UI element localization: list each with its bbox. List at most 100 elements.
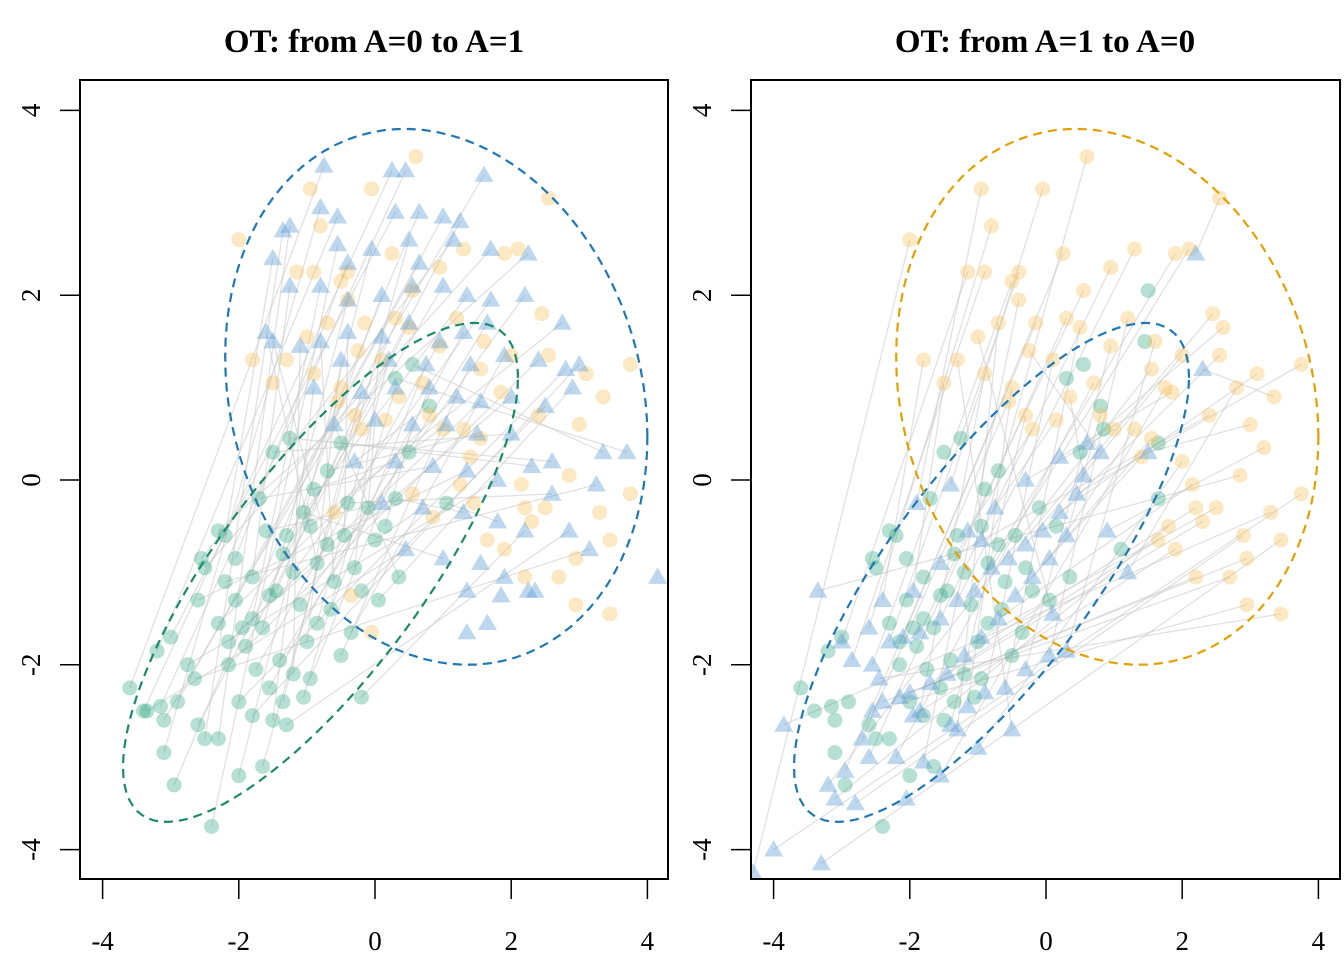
point-triangle <box>402 415 422 432</box>
point-circle <box>456 421 472 437</box>
point-circle <box>915 352 931 368</box>
point-triangle <box>947 719 967 737</box>
transport-arrow <box>956 322 999 730</box>
point-circle <box>244 352 260 368</box>
transport-arrow <box>446 502 498 523</box>
transport-arrow <box>1059 391 1173 458</box>
transport-arrow <box>176 216 444 703</box>
point-circle <box>1232 467 1248 483</box>
point-triangle <box>399 313 419 330</box>
point-triangle <box>419 378 439 395</box>
point-circle <box>898 551 914 567</box>
point-circle <box>295 504 311 520</box>
point-circle <box>217 527 233 543</box>
transport-arrow <box>316 359 390 624</box>
transport-arrow <box>912 548 1176 717</box>
point-circle <box>973 671 989 687</box>
transport-arrow <box>851 271 986 661</box>
point-circle <box>265 444 281 460</box>
point-circle <box>541 347 557 363</box>
point-circle <box>1164 384 1180 400</box>
point-triangle <box>273 221 293 238</box>
point-triangle <box>1193 359 1213 376</box>
point-triangle <box>471 553 491 570</box>
point-triangle <box>528 350 548 367</box>
point-circle <box>309 615 325 631</box>
point-circle <box>122 680 138 696</box>
transport-arrow <box>327 433 478 472</box>
transport-arrow <box>272 433 512 453</box>
point-triangle <box>1005 586 1025 603</box>
point-circle <box>353 689 369 705</box>
point-triangle <box>515 285 535 303</box>
point-triangle <box>988 609 1008 626</box>
x-tick-label: -4 <box>91 926 114 956</box>
point-triangle <box>1002 719 1022 737</box>
point-triangle <box>862 701 882 718</box>
point-triangle <box>910 701 930 718</box>
transport-arrow <box>1106 447 1265 532</box>
point-circle <box>387 490 403 506</box>
point-triangle <box>958 696 978 714</box>
point-circle <box>364 181 380 197</box>
x-tick-label: 4 <box>641 926 655 956</box>
point-circle <box>387 370 403 386</box>
point-circle <box>1249 366 1265 382</box>
point-circle <box>210 731 226 747</box>
point-circle <box>1120 310 1136 326</box>
point-circle <box>568 551 584 567</box>
point-circle <box>432 259 448 275</box>
point-circle <box>302 671 318 687</box>
point-triangle <box>751 863 763 879</box>
transport-arrow <box>330 364 427 610</box>
point-triangle <box>423 456 443 473</box>
point-circle <box>353 583 369 599</box>
point-circle <box>285 564 301 580</box>
point-circle <box>936 375 952 391</box>
point-circle <box>1273 532 1289 548</box>
point-circle <box>977 366 993 382</box>
point-circle <box>357 315 373 331</box>
transport-arrow <box>217 396 458 624</box>
transport-arrow <box>752 239 911 873</box>
point-circle <box>282 430 298 446</box>
transport-arrow <box>946 521 1203 675</box>
point-circle <box>367 532 383 548</box>
point-circle <box>1144 361 1160 377</box>
point-circle <box>892 634 908 650</box>
panel-a0-to-a1: OT: from A=0 to A=1 -4 -2 0 2 4 -4 -2 0 2 4 <box>16 24 669 956</box>
point-triangle <box>903 581 923 598</box>
point-circle <box>1031 500 1047 516</box>
point-circle <box>602 606 618 622</box>
point-circle <box>949 352 965 368</box>
point-circle <box>990 315 1006 331</box>
point-circle <box>943 652 959 668</box>
transport-arrow <box>279 322 488 661</box>
point-circle <box>1028 315 1044 331</box>
transport-arrow <box>285 294 468 536</box>
point-circle <box>217 574 233 590</box>
point-circle <box>193 551 209 567</box>
point-triangle <box>1073 465 1093 483</box>
point-circle <box>973 181 989 197</box>
point-triangle <box>832 632 852 649</box>
transport-arrow <box>129 165 325 689</box>
point-triangle <box>764 840 784 857</box>
point-circle <box>306 481 322 497</box>
point-circle <box>275 546 291 562</box>
point-triangle <box>372 285 392 303</box>
ellipse-contour <box>224 127 649 666</box>
point-triangle <box>586 475 606 492</box>
plot-frame <box>79 79 669 880</box>
transport-arrow <box>303 511 444 560</box>
point-triangle <box>900 683 920 700</box>
transport-arrow <box>967 428 1033 532</box>
point-triangle <box>402 276 422 293</box>
transport-arrow <box>282 285 444 555</box>
point-circle <box>391 569 407 585</box>
point-circle <box>333 435 349 451</box>
point-triangle <box>873 590 893 607</box>
transport-arrow <box>228 359 539 666</box>
point-circle <box>278 527 294 543</box>
transport-arrow <box>1147 423 1251 453</box>
